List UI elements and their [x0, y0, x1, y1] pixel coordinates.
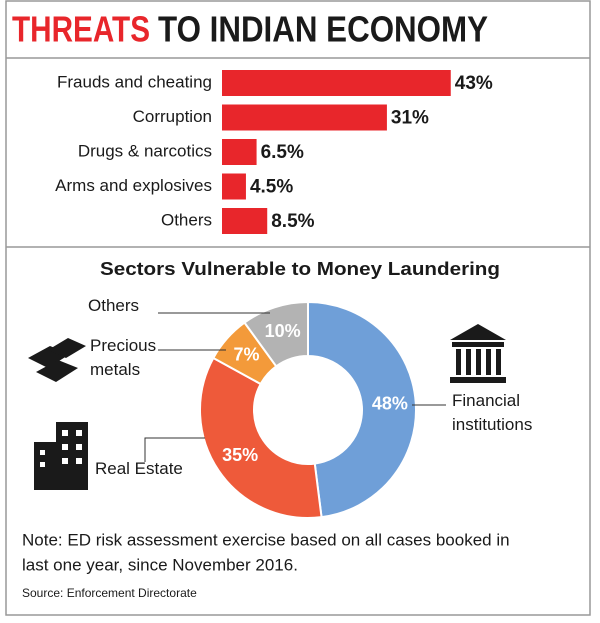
title-highlight: THREATS [12, 9, 150, 50]
leader-line [144, 437, 205, 462]
frame [5, 0, 591, 616]
title-rest: TO INDIAN ECONOMY [158, 9, 488, 50]
category-label: Others [161, 210, 212, 229]
category-label: Arms and explosives [55, 176, 212, 195]
bar [222, 173, 246, 200]
value-label: 43% [455, 73, 493, 94]
gold-icon [28, 338, 86, 382]
category-label: Precious metals [90, 336, 156, 379]
pie-slice [307, 300, 417, 519]
value-label: 7% [233, 345, 259, 365]
note-line: Note: ED risk assessment exercise based … [22, 530, 510, 549]
bank-icon [450, 324, 506, 383]
category-label: Frauds and cheating [57, 72, 212, 91]
pie-title: Sectors Vulnerable to Money Laundering [100, 259, 500, 279]
category-label: Real Estate [95, 459, 183, 478]
bar [222, 104, 387, 131]
value-label: 35% [222, 445, 258, 465]
value-label: 6.5% [261, 142, 304, 163]
pie-slice [199, 356, 323, 519]
note-line: last one year, since November 2016. [22, 555, 298, 574]
category-label: Drugs & narcotics [78, 141, 212, 160]
bar [222, 70, 451, 96]
category-label: Others [88, 296, 139, 315]
building-icon [34, 422, 88, 490]
value-label: 31% [391, 108, 429, 129]
value-label: 8.5% [271, 211, 314, 232]
source: Source: Enforcement Directorate [22, 586, 197, 600]
value-label: 48% [372, 394, 408, 414]
value-label: 4.5% [250, 177, 293, 198]
value-label: 10% [265, 321, 301, 341]
bar [222, 139, 257, 165]
bar [222, 208, 268, 234]
category-label: Corruption [133, 107, 212, 126]
category-label: Financial institutions [452, 391, 532, 434]
